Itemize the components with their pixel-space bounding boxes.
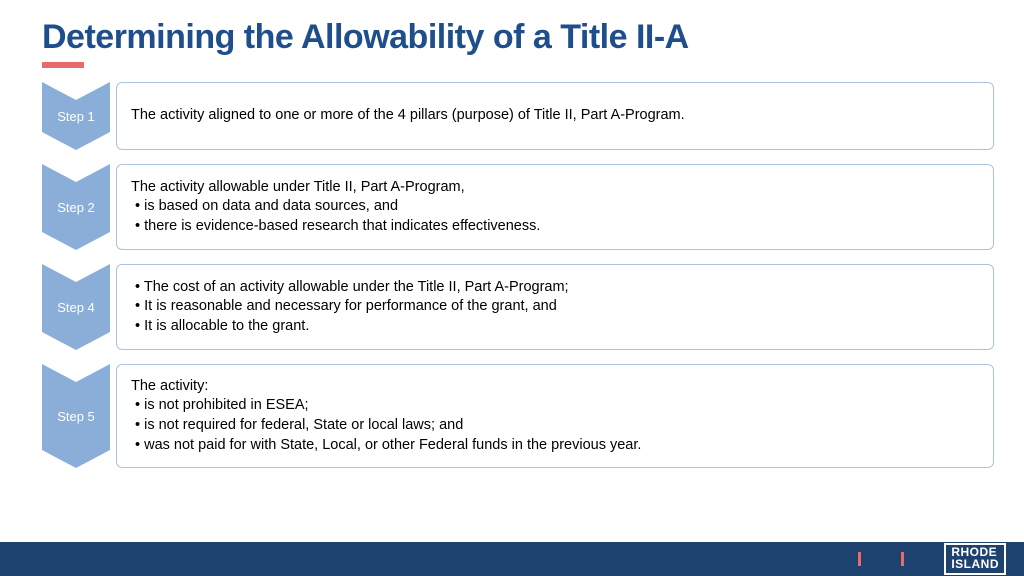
step-bullet: is based on data and data sources, and [135,197,979,217]
step-content: The activity aligned to one or more of t… [116,82,994,150]
step-label: Step 4 [57,300,95,315]
step-label: Step 5 [57,409,95,424]
step-bullet: It is reasonable and necessary for perfo… [135,297,979,317]
steps-container: Step 1 The activity aligned to one or mor… [42,82,994,482]
step-chevron: Step 4 [42,264,110,350]
step-bullet: The cost of an activity allowable under … [135,278,979,298]
step-bullets: The cost of an activity allowable under … [131,278,979,337]
logo-line-2: ISLAND [951,559,999,570]
footer-tick [858,552,861,566]
step-content: The activity:is not prohibited in ESEA;i… [116,364,994,468]
step-label: Step 2 [57,200,95,215]
title-accent [42,62,84,68]
footer-logo: RHODE ISLAND [944,543,1006,575]
step-label: Step 1 [57,109,95,124]
step-lead: The activity allowable under Title II, P… [131,178,979,198]
footer-bar: RHODE ISLAND [0,542,1024,576]
step-lead: The activity: [131,377,979,397]
step-bullet: is not required for federal, State or lo… [135,416,979,436]
step-bullet: there is evidence-based research that in… [135,217,979,237]
step-row: Step 1 The activity aligned to one or mor… [42,82,994,150]
page-title: Determining the Allowability of a Title … [42,18,689,57]
step-chevron: Step 5 [42,364,110,468]
step-bullets: is based on data and data sources, andth… [131,197,979,236]
step-content: The cost of an activity allowable under … [116,264,994,350]
step-bullet: was not paid for with State, Local, or o… [135,436,979,456]
step-row: Step 4 The cost of an activity allowable … [42,264,994,350]
step-bullet: is not prohibited in ESEA; [135,396,979,416]
step-row: Step 2 The activity allowable under Title… [42,164,994,250]
footer-tick [901,552,904,566]
step-chevron: Step 2 [42,164,110,250]
step-content: The activity allowable under Title II, P… [116,164,994,250]
step-bullet: It is allocable to the grant. [135,317,979,337]
step-lead: The activity aligned to one or more of t… [131,106,979,126]
step-bullets: is not prohibited in ESEA;is not require… [131,396,979,455]
step-row: Step 5 The activity:is not prohibited in … [42,364,994,468]
step-chevron: Step 1 [42,82,110,150]
